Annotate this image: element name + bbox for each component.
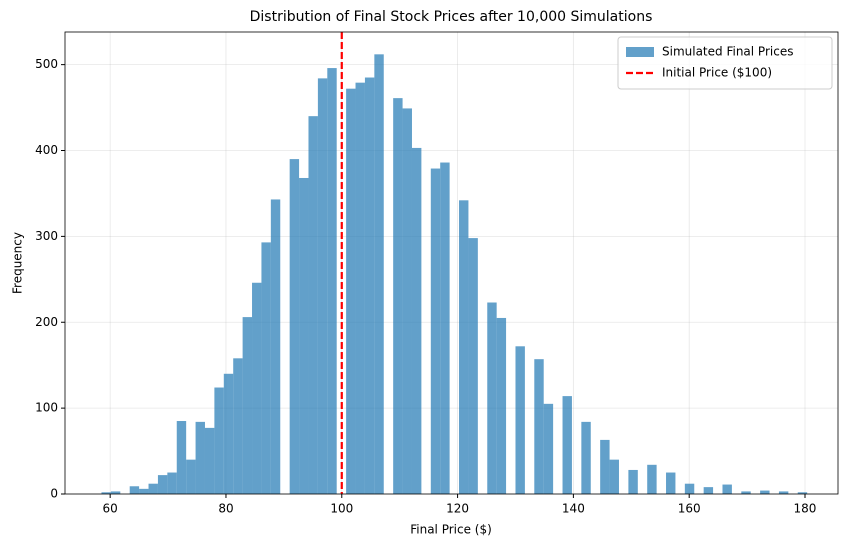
bar: [600, 439, 610, 494]
bar: [261, 242, 271, 494]
bar: [797, 492, 808, 494]
bar: [129, 486, 140, 494]
bar: [666, 472, 676, 494]
bar: [157, 475, 168, 494]
bar: [214, 387, 224, 494]
legend-box: [617, 36, 833, 90]
x-tick-label: 120: [446, 502, 469, 516]
y-tick-label: 200: [35, 315, 58, 329]
bar: [411, 147, 422, 494]
bar: [581, 421, 591, 494]
bar: [110, 491, 121, 494]
bar: [101, 492, 111, 494]
bar: [204, 427, 215, 494]
bar: [430, 168, 441, 494]
legend: Simulated Final Prices Initial Price ($10…: [617, 36, 833, 90]
bar: [487, 302, 497, 494]
bar: [289, 159, 300, 494]
x-axis-label: Final Price ($): [410, 523, 492, 537]
y-tick-label: 0: [50, 487, 58, 501]
y-tick-label: 400: [35, 143, 58, 157]
bar: [186, 459, 196, 494]
bar: [534, 359, 544, 494]
bar: [355, 82, 365, 494]
legend-label: Initial Price ($100): [662, 66, 772, 80]
bar: [722, 484, 732, 494]
bar: [299, 177, 309, 495]
chart-title: Distribution of Final Stock Prices after…: [250, 9, 653, 25]
bar: [346, 88, 356, 495]
bar: [515, 346, 525, 494]
y-axis-label: Frequency: [11, 232, 25, 294]
bar: [703, 487, 714, 494]
bar: [543, 403, 554, 494]
bar: [628, 469, 638, 494]
x-tick-label: 160: [678, 502, 701, 516]
bar: [270, 199, 281, 494]
bar: [741, 491, 751, 494]
y-tick-label: 500: [35, 57, 58, 71]
bar: [609, 459, 619, 494]
bar: [139, 488, 149, 494]
y-tick-label: 300: [35, 229, 58, 243]
bar: [242, 317, 253, 494]
x-tick-label: 80: [218, 502, 233, 516]
bar: [317, 78, 328, 494]
bar: [647, 464, 657, 494]
bar: [468, 238, 478, 494]
bar: [684, 483, 695, 494]
bar: [393, 98, 403, 494]
bar: [402, 108, 412, 495]
bar: [374, 54, 384, 494]
bar: [778, 491, 789, 494]
plot-frame: [64, 31, 839, 495]
bar: [176, 421, 187, 494]
bar: [364, 77, 375, 495]
bar: [195, 421, 205, 494]
x-tick-label: 140: [562, 502, 585, 516]
bar: [167, 472, 177, 494]
bar: [148, 483, 158, 494]
bar: [459, 200, 469, 495]
bar: [252, 282, 262, 494]
legend-swatch: [626, 47, 654, 57]
x-tick-label: 180: [794, 502, 817, 516]
bar: [496, 317, 507, 494]
bar: [223, 373, 234, 494]
bar: [440, 162, 450, 494]
y-tick-label: 100: [35, 401, 58, 415]
bar: [233, 358, 243, 494]
x-tick-label: 60: [103, 502, 118, 516]
legend-label: Simulated Final Prices: [662, 45, 793, 59]
bar: [562, 396, 572, 494]
bar: [760, 490, 770, 494]
bar: [327, 68, 337, 494]
x-tick-label: 100: [330, 502, 353, 516]
bar: [308, 116, 318, 495]
